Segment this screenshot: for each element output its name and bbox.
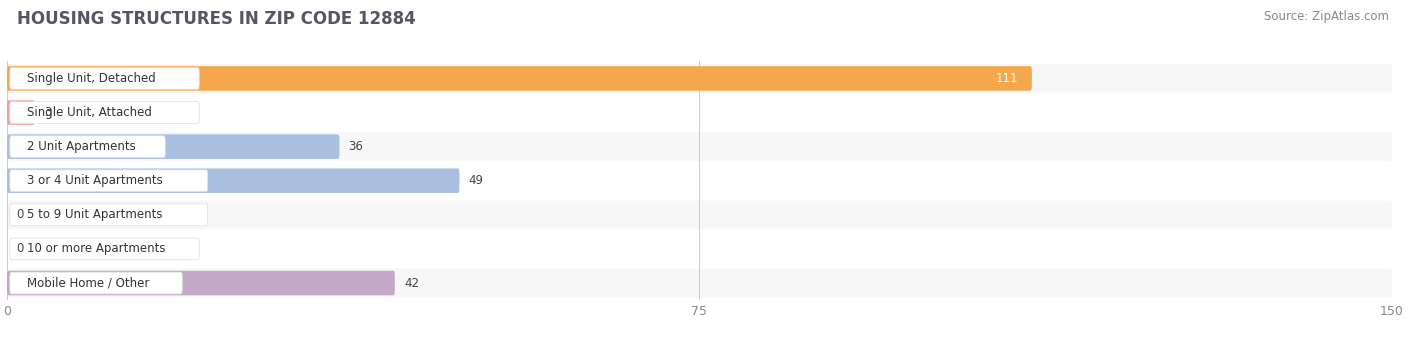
Text: 49: 49 <box>468 174 484 187</box>
FancyBboxPatch shape <box>10 170 208 192</box>
Text: 0: 0 <box>17 242 24 255</box>
Text: 111: 111 <box>995 72 1018 85</box>
Text: 3 or 4 Unit Apartments: 3 or 4 Unit Apartments <box>27 174 163 187</box>
Text: Source: ZipAtlas.com: Source: ZipAtlas.com <box>1264 10 1389 23</box>
FancyBboxPatch shape <box>10 136 166 158</box>
FancyBboxPatch shape <box>7 64 1392 93</box>
FancyBboxPatch shape <box>7 201 1392 229</box>
Text: 2 Unit Apartments: 2 Unit Apartments <box>27 140 136 153</box>
FancyBboxPatch shape <box>7 168 460 193</box>
FancyBboxPatch shape <box>7 132 1392 161</box>
Text: 0: 0 <box>17 208 24 221</box>
Text: 5 to 9 Unit Apartments: 5 to 9 Unit Apartments <box>27 208 163 221</box>
Text: Mobile Home / Other: Mobile Home / Other <box>27 277 149 290</box>
FancyBboxPatch shape <box>7 271 395 295</box>
FancyBboxPatch shape <box>7 98 1392 127</box>
Text: 42: 42 <box>404 277 419 290</box>
FancyBboxPatch shape <box>7 66 1032 91</box>
FancyBboxPatch shape <box>7 166 1392 195</box>
Text: 36: 36 <box>349 140 364 153</box>
Text: Single Unit, Attached: Single Unit, Attached <box>27 106 152 119</box>
Text: Single Unit, Detached: Single Unit, Detached <box>27 72 156 85</box>
FancyBboxPatch shape <box>7 134 339 159</box>
FancyBboxPatch shape <box>10 272 183 294</box>
Text: 3: 3 <box>44 106 52 119</box>
FancyBboxPatch shape <box>10 102 200 123</box>
Text: 10 or more Apartments: 10 or more Apartments <box>27 242 166 255</box>
FancyBboxPatch shape <box>7 100 35 125</box>
FancyBboxPatch shape <box>10 238 200 260</box>
FancyBboxPatch shape <box>7 269 1392 297</box>
FancyBboxPatch shape <box>10 68 200 89</box>
FancyBboxPatch shape <box>10 204 208 226</box>
Text: HOUSING STRUCTURES IN ZIP CODE 12884: HOUSING STRUCTURES IN ZIP CODE 12884 <box>17 10 416 28</box>
FancyBboxPatch shape <box>7 235 1392 263</box>
